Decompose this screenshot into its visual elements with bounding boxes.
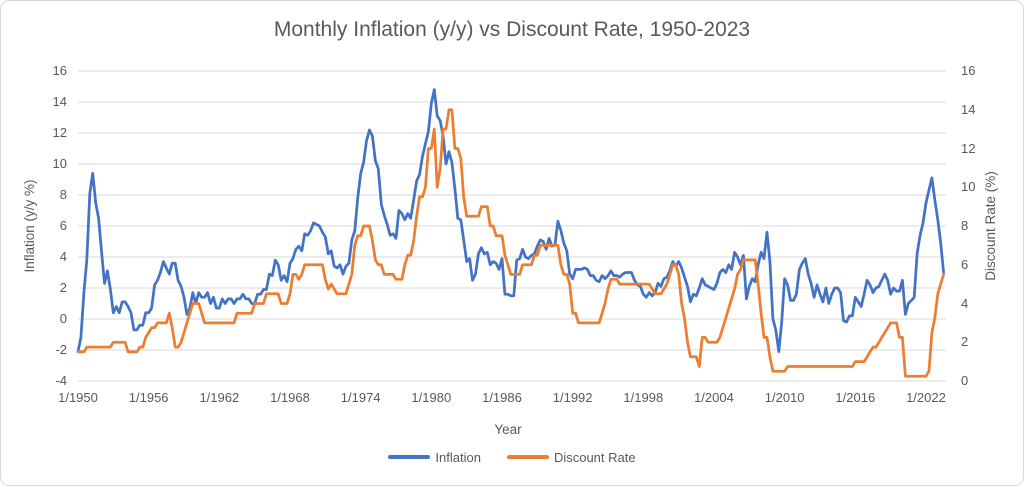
y-right-tick-label: 2: [961, 334, 969, 350]
y-left-tick-label: 6: [59, 218, 67, 233]
legend-label-discount-rate: Discount Rate: [553, 449, 636, 465]
series-line-discount-rate: [76, 108, 945, 378]
x-tick-label: 1/2004: [694, 390, 734, 405]
y-left-tick-label: 0: [59, 311, 67, 326]
legend-item-inflation: Inflation: [388, 450, 481, 465]
x-tick-label: 1/1956: [128, 390, 169, 405]
y-left-tick-label: 10: [52, 156, 67, 171]
legend-line-swatch-inflation: [388, 455, 431, 459]
y-left-axis-title: Inflation (y/y %): [22, 179, 37, 273]
y-right-tick-label: 6: [961, 256, 969, 272]
x-tick-label: 1/2022: [906, 390, 946, 405]
x-tick-label: 1/2010: [764, 390, 805, 405]
x-tick-label: 1/1968: [270, 390, 310, 405]
x-tick-label: 1/2016: [835, 390, 876, 405]
y-right-tick-label: 14: [961, 101, 976, 117]
y-right-tick-label: 10: [961, 179, 976, 195]
y-right-tick-label: 8: [961, 218, 969, 233]
y-right-tick-label: 12: [961, 140, 976, 156]
x-axis-title: Year: [494, 422, 522, 437]
y-right-tick-label: 4: [961, 295, 969, 311]
legend-line-swatch-discount-rate: [506, 455, 549, 459]
x-tick-label: 1/1986: [482, 390, 522, 405]
y-right-tick-label: 0: [961, 373, 969, 388]
y-right-axis-title: Discount Rate (%): [983, 171, 998, 281]
y-left-tick-label: 14: [52, 94, 67, 109]
x-tick-label: 1/1974: [340, 390, 381, 405]
series-line-inflation: [76, 88, 945, 353]
y-left-tick-label: 4: [59, 249, 67, 264]
y-right-tick-label: 16: [961, 63, 976, 78]
y-left-tick-label: 12: [52, 125, 67, 140]
y-left-tick-label: 8: [59, 187, 67, 202]
x-tick-label: 1/1950: [58, 390, 98, 405]
legend: Inflation Discount Rate: [1, 447, 1023, 467]
chart-title: Monthly Inflation (y/y) vs Discount Rate…: [273, 18, 751, 41]
x-tick-label: 1/1962: [199, 390, 240, 405]
x-tick-label: 1/1998: [623, 390, 664, 405]
x-tick-label: 1/1980: [411, 390, 452, 405]
y-left-tick-label: -2: [55, 342, 67, 357]
legend-label-inflation: Inflation: [435, 449, 481, 465]
y-left-tick-label: 16: [52, 63, 67, 78]
legend-item-discount-rate: Discount Rate: [506, 449, 636, 465]
y-left-tick-label: 2: [59, 280, 67, 295]
x-tick-label: 1/1992: [552, 390, 593, 405]
y-left-tick-label: -4: [55, 373, 67, 388]
